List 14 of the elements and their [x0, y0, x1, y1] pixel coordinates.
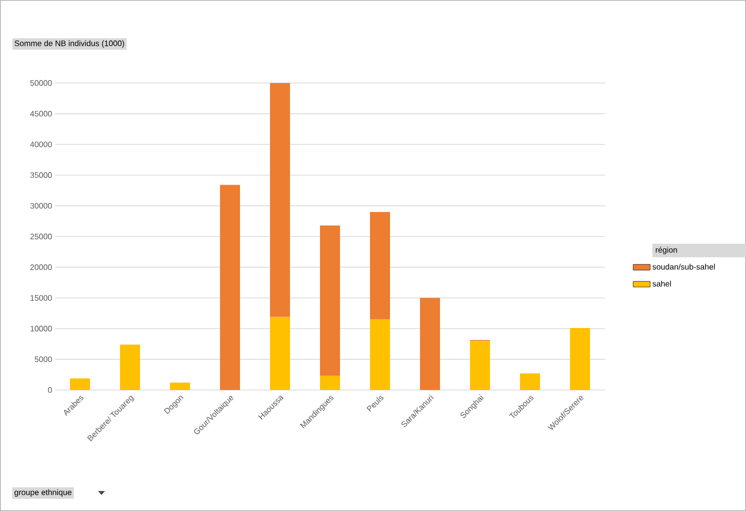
bar: [320, 225, 340, 376]
bar: [270, 316, 290, 390]
bar: [420, 298, 440, 390]
bar: [370, 212, 390, 320]
bar: [170, 382, 190, 390]
bar: [470, 340, 490, 390]
bar: [220, 184, 240, 390]
bar: [520, 373, 540, 390]
bar: [570, 328, 590, 390]
bar: [270, 82, 290, 317]
bar: [120, 344, 140, 390]
bar: [370, 319, 390, 390]
bar: [70, 378, 90, 390]
bar: [320, 376, 340, 390]
